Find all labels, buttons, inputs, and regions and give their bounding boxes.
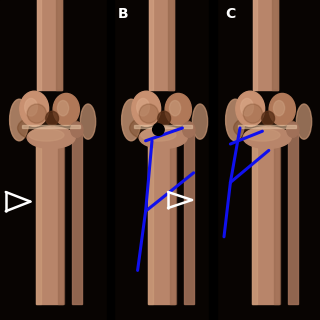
Bar: [209, 0, 217, 320]
Bar: [252, 134, 257, 304]
Ellipse shape: [241, 98, 253, 116]
Bar: [214, 0, 320, 320]
Ellipse shape: [139, 127, 187, 148]
Ellipse shape: [141, 129, 176, 141]
Bar: [168, 0, 174, 90]
Ellipse shape: [243, 104, 262, 123]
Ellipse shape: [262, 111, 275, 125]
Ellipse shape: [29, 129, 64, 141]
Bar: [184, 130, 194, 304]
Ellipse shape: [234, 114, 298, 142]
Bar: [58, 134, 64, 304]
Ellipse shape: [10, 99, 29, 141]
Ellipse shape: [25, 98, 37, 116]
Bar: [36, 134, 63, 304]
Ellipse shape: [18, 114, 82, 142]
Text: B: B: [118, 7, 129, 21]
Ellipse shape: [236, 91, 265, 126]
Ellipse shape: [130, 114, 194, 142]
Bar: [288, 130, 298, 304]
Ellipse shape: [58, 100, 69, 116]
Ellipse shape: [20, 91, 49, 126]
Bar: [149, 0, 153, 90]
Bar: [37, 0, 62, 90]
Ellipse shape: [137, 98, 149, 116]
Bar: [274, 134, 280, 304]
Bar: [253, 0, 278, 90]
Ellipse shape: [243, 127, 291, 148]
Text: C: C: [225, 7, 236, 21]
Ellipse shape: [80, 104, 96, 139]
Ellipse shape: [183, 122, 195, 137]
Ellipse shape: [269, 93, 295, 125]
Ellipse shape: [226, 99, 245, 141]
Bar: [0, 0, 109, 320]
Bar: [149, 0, 174, 90]
Bar: [170, 134, 176, 304]
Ellipse shape: [170, 100, 181, 116]
Bar: [22, 125, 80, 128]
Bar: [37, 0, 41, 90]
Ellipse shape: [53, 93, 79, 125]
Bar: [107, 0, 114, 320]
Bar: [148, 134, 153, 304]
Circle shape: [153, 124, 164, 135]
Ellipse shape: [245, 129, 280, 141]
Bar: [112, 0, 211, 320]
Ellipse shape: [192, 104, 208, 139]
Bar: [148, 134, 175, 304]
Bar: [238, 125, 296, 128]
Ellipse shape: [139, 104, 158, 123]
Bar: [134, 125, 192, 128]
Ellipse shape: [287, 122, 299, 137]
Ellipse shape: [27, 127, 75, 148]
Ellipse shape: [273, 100, 285, 116]
Ellipse shape: [132, 91, 161, 126]
Ellipse shape: [296, 104, 312, 139]
Ellipse shape: [46, 111, 59, 125]
Bar: [253, 0, 257, 90]
Bar: [252, 134, 279, 304]
Bar: [72, 130, 82, 304]
Bar: [56, 0, 62, 90]
Ellipse shape: [71, 122, 83, 137]
Ellipse shape: [122, 99, 141, 141]
Ellipse shape: [27, 104, 46, 123]
Bar: [272, 0, 278, 90]
Bar: [36, 134, 41, 304]
Ellipse shape: [165, 93, 191, 125]
Ellipse shape: [158, 111, 171, 125]
